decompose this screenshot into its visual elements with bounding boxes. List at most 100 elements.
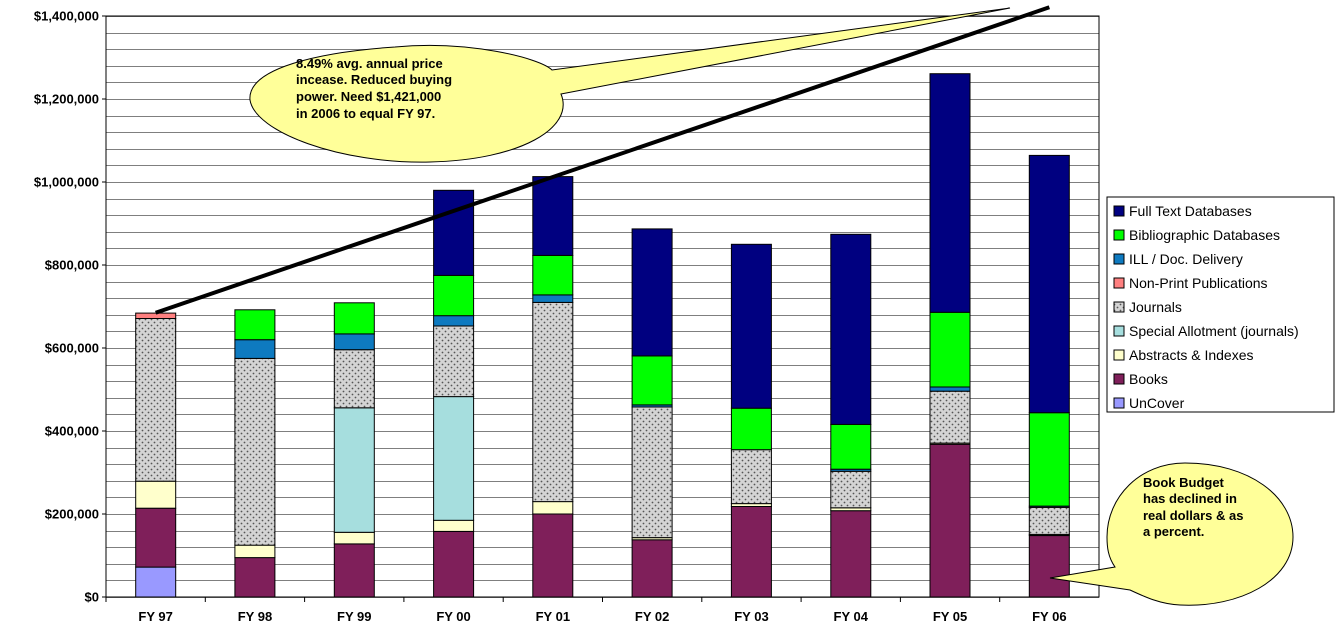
bar-segment-bibliographic-databases [234,309,276,341]
legend: Full Text Databases Bibliographic Databas… [1106,196,1335,413]
y-tick-label: $600,000 [45,341,99,356]
legend-label: Abstracts & Indexes [1129,347,1254,363]
bar-segment-books [631,539,673,598]
bar-segment-journals [830,470,872,509]
x-axis-ticks: FY 97 FY 98 FY 99 FY 00 FY 01 FY 02 FY 03 FY 04… [105,597,1067,624]
bar-segment-ill-doc-delivery [929,386,971,392]
bar-segment-special-allotment-journals [433,396,475,521]
bar-segment-books [532,513,574,598]
price-callout-line-3: power. Need $1,421,000 [296,89,441,104]
x-tick-label: FY 05 [933,609,967,624]
x-tick-label: FY 01 [536,609,570,624]
bar-segment-full-text-databases [1028,154,1070,414]
bar-segment-uncover [135,566,177,598]
legend-label: Non-Print Publications [1129,275,1268,291]
legend-swatch [1113,325,1125,337]
y-tick-label: $1,400,000 [34,9,99,24]
bars [135,73,1070,598]
bar-segment-bibliographic-databases [929,311,971,388]
bar-segment-journals [631,406,673,539]
bar-segment-full-text-databases [830,233,872,425]
bar-segment-abstracts-indexes [532,501,574,515]
book-callout-bubble [1049,462,1294,606]
bar-segment-books [929,443,971,598]
x-tick-label: FY 00 [436,609,470,624]
book-callout-line-2: has declined in [1143,491,1237,506]
bar-segment-journals [532,301,574,503]
legend-swatch [1113,205,1125,217]
legend-label: ILL / Doc. Delivery [1129,251,1243,267]
bar-segment-bibliographic-databases [730,407,772,451]
bar-segment-bibliographic-databases [532,255,574,296]
bar-segment-abstracts-indexes [333,531,375,545]
bar-segment-abstracts-indexes [234,544,276,559]
book-callout-line-4: a percent. [1143,524,1204,539]
legend-label: Books [1129,371,1168,387]
legend-swatch [1113,373,1125,385]
y-tick-label: $800,000 [45,258,99,273]
bar-segment-abstracts-indexes [433,519,475,532]
bar-segment-abstracts-indexes [135,480,177,509]
legend-swatch [1113,229,1125,241]
legend-label: Bibliographic Databases [1129,227,1280,243]
bar-segment-ill-doc-delivery [532,294,574,303]
bar-segment-journals [333,349,375,409]
price-callout-line-1: 8.49% avg. annual price [296,56,443,71]
x-tick-label: FY 98 [238,609,272,624]
bar-segment-full-text-databases [532,176,574,256]
price-trend-line [155,5,1050,315]
legend-swatch [1113,253,1125,265]
x-tick-label: FY 97 [138,609,172,624]
x-tick-label: FY 03 [734,609,768,624]
bar-segment-journals [1028,506,1070,535]
bar-segment-ill-doc-delivery [234,339,276,359]
bar-segment-special-allotment-journals [333,407,375,533]
y-tick-label: $0 [85,590,99,605]
bar-segment-journals [730,449,772,505]
bar-segment-full-text-databases [631,228,673,357]
bar-segment-ill-doc-delivery [433,315,475,327]
legend-label: Journals [1129,299,1182,315]
legend-swatch [1113,397,1125,409]
y-tick-label: $400,000 [45,424,99,439]
bar-segment-books [830,510,872,598]
legend-swatch [1113,301,1125,313]
legend-label: UnCover [1129,395,1185,411]
bar-segment-books [135,507,177,568]
bar-segment-books [730,506,772,598]
y-tick-label: $1,000,000 [34,175,99,190]
y-tick-label: $200,000 [45,507,99,522]
x-tick-label: FY 06 [1032,609,1066,624]
bar-segment-books [234,557,276,598]
book-callout-line-1: Book Budget [1143,475,1225,490]
bar-segment-books [333,543,375,598]
bar-segment-bibliographic-databases [631,355,673,406]
bar-segment-journals [135,318,177,482]
bar-segment-full-text-databases [433,189,475,276]
price-callout-line-4: in 2006 to equal FY 97. [296,106,435,121]
x-tick-label: FY 99 [337,609,371,624]
legend-box [1106,196,1335,413]
price-increase-callout [249,7,1011,163]
legend-label: Special Allotment (journals) [1129,323,1299,339]
legend-swatch [1113,349,1125,361]
x-tick-label: FY 04 [834,609,869,624]
bar-segment-bibliographic-databases [433,274,475,317]
bar-segment-books [433,530,475,598]
bar-segment-bibliographic-databases [830,423,872,470]
bar-segment-bibliographic-databases [333,302,375,335]
bar-segment-ill-doc-delivery [333,333,375,351]
bar-segment-journals [929,390,971,444]
bar-segment-non-print-publications [135,312,177,320]
bar-segment-journals [234,357,276,546]
y-axis-ticks: $0 $200,000 $400,000 $600,000 $800,000 $1,000… [34,9,106,605]
legend-swatch [1113,277,1125,289]
y-tick-label: $1,200,000 [34,92,99,107]
price-callout-bubble [249,7,1011,163]
book-callout-line-3: real dollars & as [1143,508,1243,523]
bar-segment-full-text-databases [929,73,971,313]
book-budget-callout: Book Budget has declined in real dollars… [1049,462,1294,606]
bar-segment-bibliographic-databases [1028,412,1070,507]
price-callout-line-2: incease. Reduced buying [296,72,452,87]
